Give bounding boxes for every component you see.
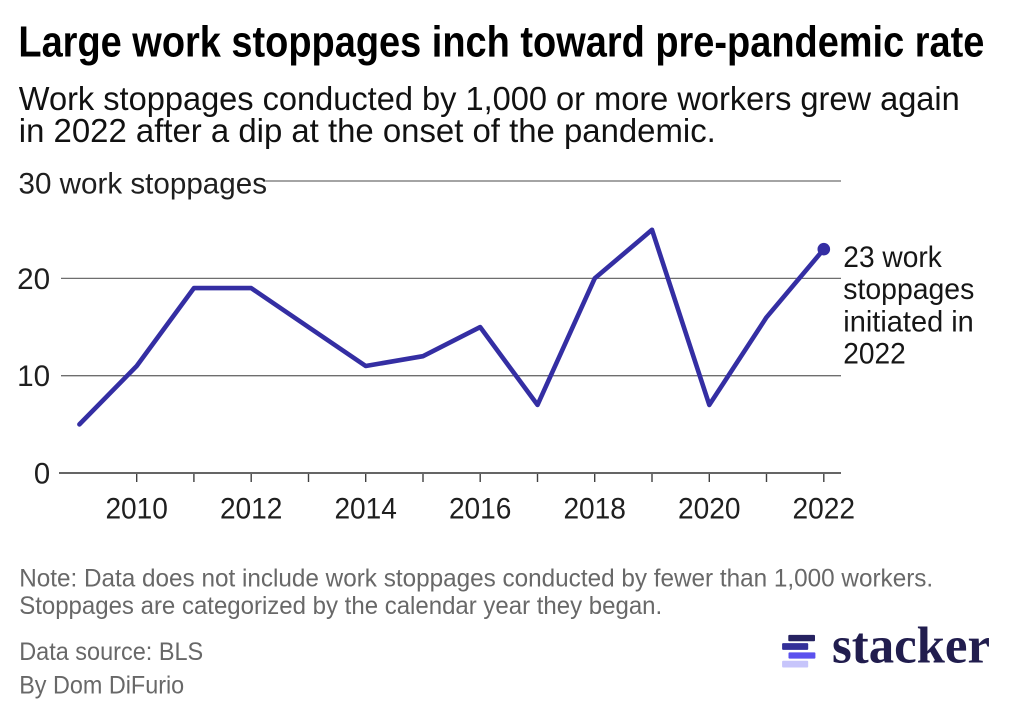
svg-text:stoppages: stoppages bbox=[843, 273, 974, 306]
svg-text:2022: 2022 bbox=[843, 338, 906, 371]
svg-text:Note: Data does not include wo: Note: Data does not include work stoppag… bbox=[19, 566, 933, 593]
svg-text:2018: 2018 bbox=[563, 493, 626, 526]
svg-text:Stoppages are categorized by t: Stoppages are categorized by the calenda… bbox=[19, 593, 662, 620]
svg-text:2010: 2010 bbox=[105, 493, 168, 526]
svg-text:in 2022 after a dip at the ons: in 2022 after a dip at the onset of the … bbox=[19, 113, 716, 150]
svg-text:Work stoppages conducted by 1,: Work stoppages conducted by 1,000 or mor… bbox=[19, 81, 960, 118]
svg-text:Data source: BLS: Data source: BLS bbox=[19, 639, 203, 666]
svg-text:20: 20 bbox=[17, 263, 50, 296]
svg-text:Large work stoppages inch towa: Large work stoppages inch toward pre-pan… bbox=[18, 19, 984, 67]
svg-text:2014: 2014 bbox=[334, 493, 397, 526]
svg-text:2020: 2020 bbox=[678, 493, 741, 526]
svg-text:2012: 2012 bbox=[220, 493, 283, 526]
svg-text:2022: 2022 bbox=[793, 493, 856, 526]
svg-text:stacker: stacker bbox=[832, 618, 990, 675]
svg-text:23 work: 23 work bbox=[843, 241, 942, 274]
svg-text:By Dom DiFurio: By Dom DiFurio bbox=[19, 672, 184, 699]
svg-text:2016: 2016 bbox=[449, 493, 512, 526]
svg-text:30 work stoppages: 30 work stoppages bbox=[19, 167, 268, 200]
svg-text:10: 10 bbox=[17, 360, 50, 393]
svg-text:initiated in: initiated in bbox=[843, 305, 974, 338]
svg-text:0: 0 bbox=[34, 458, 50, 491]
